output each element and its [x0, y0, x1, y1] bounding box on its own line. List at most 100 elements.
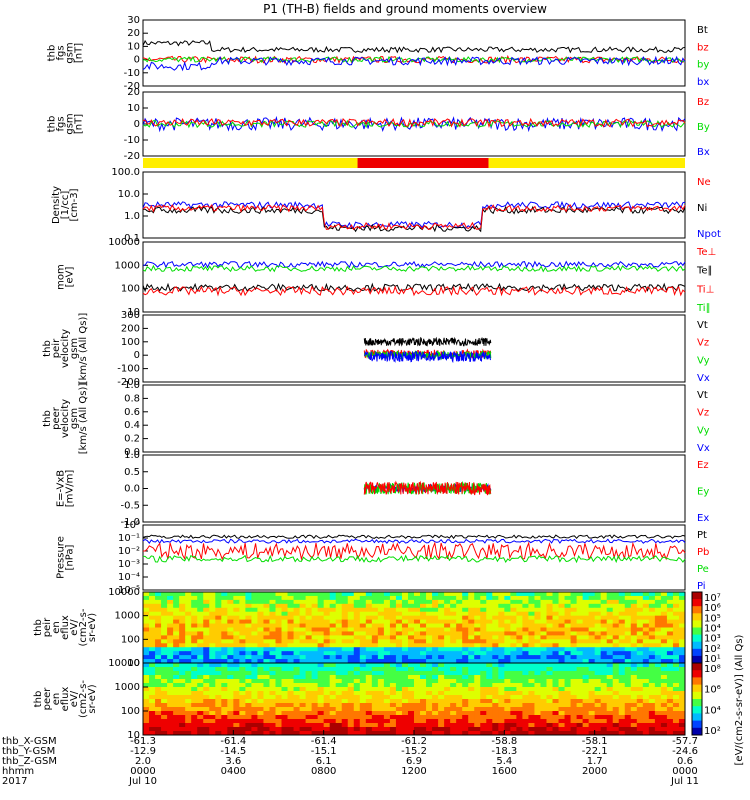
spectrogram-cell — [293, 623, 301, 628]
spectrogram-cell — [450, 615, 457, 621]
spectrogram-cell — [269, 699, 276, 704]
legend-entry: By — [697, 122, 710, 133]
spectrogram-cell — [281, 635, 289, 640]
legend-entry: Ti∥ — [696, 303, 711, 314]
legend-entry: Vx — [697, 443, 710, 454]
y-axis-label: sr-eV) — [87, 613, 98, 642]
spectrogram-cell — [462, 691, 469, 696]
spectrogram-cell — [660, 675, 668, 680]
spectrogram-cell — [293, 667, 301, 672]
spectrogram-cell — [149, 599, 156, 605]
colorbar-cell — [692, 688, 702, 693]
spectrogram-cell — [498, 592, 505, 597]
legend-entry: Ni — [697, 203, 707, 214]
spectrogram-cell — [257, 643, 264, 648]
spectrogram-cell — [612, 607, 620, 613]
spectrogram-cell — [426, 651, 433, 656]
spectrogram-cell — [335, 699, 343, 704]
spectrogram-cell — [401, 711, 409, 716]
spectrogram-cell — [498, 687, 505, 692]
spectrogram-cell — [660, 647, 668, 652]
spectrogram-cell — [438, 687, 445, 692]
spectrogram-cell — [636, 675, 644, 680]
spectrogram-cell — [401, 651, 409, 656]
spectrogram-cell — [149, 655, 156, 660]
spectrogram-cell — [540, 663, 547, 668]
spectrogram-cell — [173, 643, 180, 648]
spectrogram-cell — [287, 699, 295, 704]
spectrogram-cell — [329, 727, 337, 732]
spectrogram-cell — [257, 731, 264, 736]
spectrogram-cell — [564, 655, 572, 660]
spectrogram-cell — [143, 727, 150, 732]
spectrogram-cell — [570, 635, 578, 640]
spectrogram-cell — [311, 695, 319, 700]
spectrogram-cell — [341, 675, 349, 680]
spectrogram-cell — [197, 667, 204, 672]
spectrogram-cell — [468, 671, 475, 676]
legend-entry: Bx — [697, 147, 710, 158]
spectrogram-cell — [227, 615, 234, 621]
y-tick-label: 10⁻⁴ — [118, 572, 140, 583]
spectrogram-cell — [450, 647, 457, 652]
spectrogram-cell — [329, 667, 337, 672]
y-axis-label: peer — [42, 687, 53, 711]
y-tick-label: 0.1 — [124, 233, 140, 244]
spectrogram-cell — [161, 643, 168, 648]
spectrogram-cell — [251, 687, 258, 692]
spectrogram-cell — [263, 643, 270, 648]
spectrogram-cell — [341, 651, 349, 656]
spectrogram-cell — [185, 667, 192, 672]
spectrogram-cell — [438, 671, 445, 676]
spectrogram-cell — [395, 599, 403, 605]
spectrogram-cell — [606, 687, 614, 692]
spectrogram-cell — [636, 695, 644, 700]
spectrogram-cell — [618, 659, 626, 664]
spectrogram-cell — [498, 695, 505, 700]
spectrogram-cell — [287, 703, 295, 708]
spectrogram-cell — [432, 647, 439, 652]
spectrogram-cell — [492, 599, 499, 605]
spectrogram-cell — [462, 611, 469, 617]
spectrogram-cell — [468, 683, 475, 688]
spectrogram-cell — [269, 695, 276, 700]
spectrogram-cell — [486, 639, 493, 644]
spectrogram-cell — [588, 611, 596, 617]
spectrogram-cell — [606, 647, 614, 652]
spectrogram-cell — [540, 731, 547, 736]
spectrogram-cell — [528, 727, 535, 732]
spectrogram-cell — [347, 699, 355, 704]
spectrogram-cell — [149, 675, 156, 680]
spectrogram-cell — [438, 703, 445, 708]
spectrogram-cell — [582, 663, 590, 668]
spectrogram-cell — [215, 671, 222, 676]
spectrogram-cell — [143, 711, 150, 716]
legend-entry: Vz — [697, 338, 709, 349]
spectrogram-cell — [636, 667, 644, 672]
spectrogram-cell — [612, 707, 620, 712]
spectrogram-cell — [528, 615, 535, 621]
spectrogram-cell — [323, 643, 331, 648]
spectrogram-cell — [570, 679, 578, 684]
spectrogram-cell — [528, 703, 535, 708]
spectrogram-cell — [528, 592, 535, 597]
spectrogram-cell — [612, 679, 620, 684]
spectrogram-cell — [239, 627, 246, 632]
spectrogram-cell — [618, 615, 626, 621]
spectrogram-cell — [407, 703, 415, 708]
spectrogram-cell — [269, 627, 276, 632]
spectrogram-cell — [450, 707, 457, 712]
spectrogram-cell — [323, 595, 331, 601]
spectrogram-cell — [564, 631, 572, 636]
spectrogram-cell — [173, 687, 180, 692]
spectrogram-cell — [678, 627, 686, 632]
spectrogram-cell — [624, 719, 632, 724]
spectrogram-cell — [239, 667, 246, 672]
spectrogram-cell — [347, 639, 355, 644]
spectrogram-cell — [492, 687, 499, 692]
spectrogram-cell — [341, 643, 349, 648]
spectrogram-cell — [528, 647, 535, 652]
spectrogram-cell — [558, 679, 566, 684]
spectrogram-cell — [323, 599, 331, 605]
spectrogram-cell — [209, 611, 216, 617]
